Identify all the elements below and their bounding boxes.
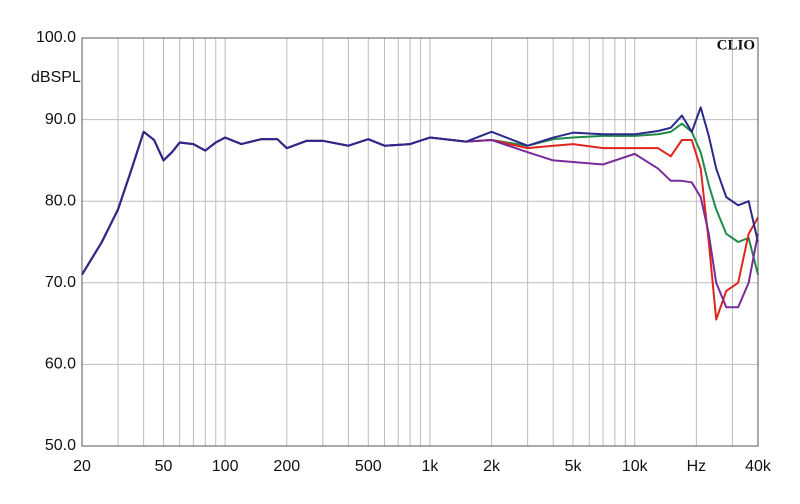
x-tick-label: 5k <box>565 458 583 475</box>
x-tick-label: 50 <box>155 458 173 475</box>
plot-frame <box>81 37 759 447</box>
brand-label: CLIO <box>717 37 755 53</box>
x-tick-label: 40k <box>745 458 772 475</box>
x-tick-label: 200 <box>273 458 300 475</box>
x-tick-label: 2k <box>483 458 501 475</box>
lines <box>81 106 759 321</box>
x-tick-label: 100 <box>212 458 239 475</box>
x-tick-label: Hz <box>687 458 707 475</box>
y-tick-label: 50.0 <box>45 437 76 454</box>
x-tick-label: 1k <box>421 458 439 475</box>
y-tick-label: 90.0 <box>45 111 76 128</box>
y-tick-label: 70.0 <box>45 274 76 291</box>
y-tick-label: 60.0 <box>45 356 76 373</box>
y-tick-label: 80.0 <box>45 192 76 209</box>
x-tick-label: 500 <box>355 458 382 475</box>
response-line <box>81 106 759 276</box>
x-tick-label: 20 <box>73 458 91 475</box>
x-tick-label: 10k <box>622 458 649 475</box>
y-tick-label: 100.0 <box>36 29 76 46</box>
y-axis-label: dBSPL <box>31 69 81 86</box>
